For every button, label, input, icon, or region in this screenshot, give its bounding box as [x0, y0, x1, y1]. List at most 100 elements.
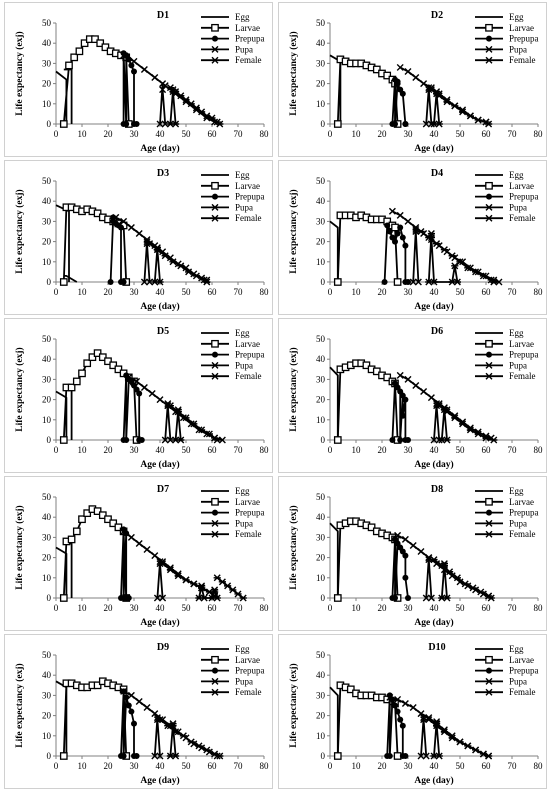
y-tick-label: 20	[42, 237, 52, 247]
marker-circle	[381, 279, 388, 285]
marker-asterisk	[205, 430, 213, 438]
y-tick-label: 40	[316, 196, 326, 206]
panel-title: D4	[431, 168, 443, 179]
marker-square	[83, 509, 92, 518]
y-tick-label: 50	[42, 334, 52, 344]
x-tick-label: 70	[234, 287, 244, 297]
x-tick-label: 70	[508, 761, 518, 771]
marker-square	[75, 47, 84, 56]
x-tick-label: 0	[328, 129, 333, 139]
marker-circle	[405, 437, 411, 443]
y-axis-title: Life expectancy (exj)	[288, 31, 299, 115]
marker-x	[112, 213, 120, 221]
x-tick-label: 50	[456, 603, 466, 613]
marker-asterisk	[192, 272, 200, 280]
marker-asterisk	[464, 742, 472, 750]
marker-asterisk	[198, 426, 206, 434]
panel-title: D8	[431, 484, 443, 495]
marker-x	[396, 371, 404, 379]
y-tick-label: 20	[316, 79, 326, 89]
marker-asterisk	[172, 120, 180, 128]
marker-x	[156, 396, 164, 404]
y-tick-label: 10	[42, 415, 52, 425]
marker-circle	[389, 437, 396, 443]
marker-circle	[123, 694, 130, 701]
marker-asterisk	[218, 578, 226, 586]
marker-x	[409, 541, 417, 549]
series-prepupa	[386, 694, 406, 757]
marker-square	[98, 511, 107, 520]
marker-x	[401, 699, 409, 707]
y-tick-label: 0	[321, 751, 326, 761]
legend-label-prepupa: Prepupa	[509, 192, 539, 202]
marker-asterisk	[211, 688, 219, 696]
marker-circle	[402, 552, 409, 559]
y-tick-label: 40	[316, 670, 326, 680]
series-egg	[55, 70, 68, 124]
marker-square	[372, 65, 381, 74]
legend-label-egg: Egg	[235, 170, 250, 180]
legend-label-prepupa: Prepupa	[509, 508, 539, 518]
marker-x	[394, 695, 402, 703]
x-tick-label: 20	[104, 761, 114, 771]
legend-label-female: Female	[235, 529, 262, 539]
marker-square	[372, 367, 381, 376]
marker-x	[140, 65, 148, 73]
marker-x	[148, 390, 156, 398]
marker-circle	[402, 753, 409, 759]
marker-asterisk	[195, 742, 203, 750]
marker-square	[485, 181, 493, 190]
marker-square	[59, 752, 68, 760]
legend-label-larvae: Larvae	[509, 655, 534, 665]
marker-asterisk	[430, 556, 438, 564]
marker-square	[109, 361, 118, 370]
x-tick-label: 60	[208, 287, 218, 297]
marker-x	[412, 228, 420, 235]
marker-square	[393, 278, 402, 286]
panel-title: D7	[157, 484, 169, 495]
marker-asterisk	[156, 716, 164, 724]
x-tick-label: 60	[482, 287, 492, 297]
marker-x	[140, 383, 148, 391]
legend-label-female: Female	[509, 529, 536, 539]
x-tick-label: 40	[156, 129, 166, 139]
x-tick-label: 60	[482, 603, 492, 613]
marker-x	[151, 710, 159, 718]
panel-title: D5	[157, 326, 169, 337]
marker-square	[346, 685, 355, 694]
x-tick-label: 10	[78, 445, 88, 455]
legend-label-egg: Egg	[509, 644, 524, 654]
marker-square	[211, 339, 219, 348]
marker-asterisk	[451, 262, 459, 270]
marker-asterisk	[169, 88, 177, 96]
x-tick-label: 50	[182, 761, 192, 771]
legend-label-pupa: Pupa	[235, 360, 253, 370]
marker-square	[333, 120, 342, 128]
y-tick-label: 40	[42, 512, 52, 522]
x-tick-label: 60	[208, 129, 218, 139]
marker-square	[78, 369, 86, 378]
marker-x	[130, 57, 138, 65]
x-tick-label: 80	[260, 445, 270, 455]
marker-circle	[212, 667, 218, 674]
marker-x	[127, 223, 135, 231]
legend-label-larvae: Larvae	[235, 655, 260, 665]
legend-label-egg: Egg	[509, 328, 524, 338]
x-tick-label: 10	[78, 129, 88, 139]
x-tick-label: 20	[378, 445, 388, 455]
marker-asterisk	[169, 722, 177, 730]
marker-asterisk	[156, 278, 164, 286]
x-tick-label: 40	[156, 761, 166, 771]
legend-label-female: Female	[509, 687, 536, 697]
x-tick-label: 40	[430, 603, 440, 613]
marker-circle	[136, 390, 143, 397]
x-tick-label: 50	[456, 129, 466, 139]
marker-asterisk	[211, 372, 219, 380]
marker-x	[211, 519, 219, 527]
marker-asterisk	[427, 234, 435, 242]
y-tick-label: 40	[42, 354, 52, 364]
marker-asterisk	[477, 588, 485, 596]
marker-asterisk	[451, 102, 459, 110]
marker-asterisk	[208, 114, 216, 122]
